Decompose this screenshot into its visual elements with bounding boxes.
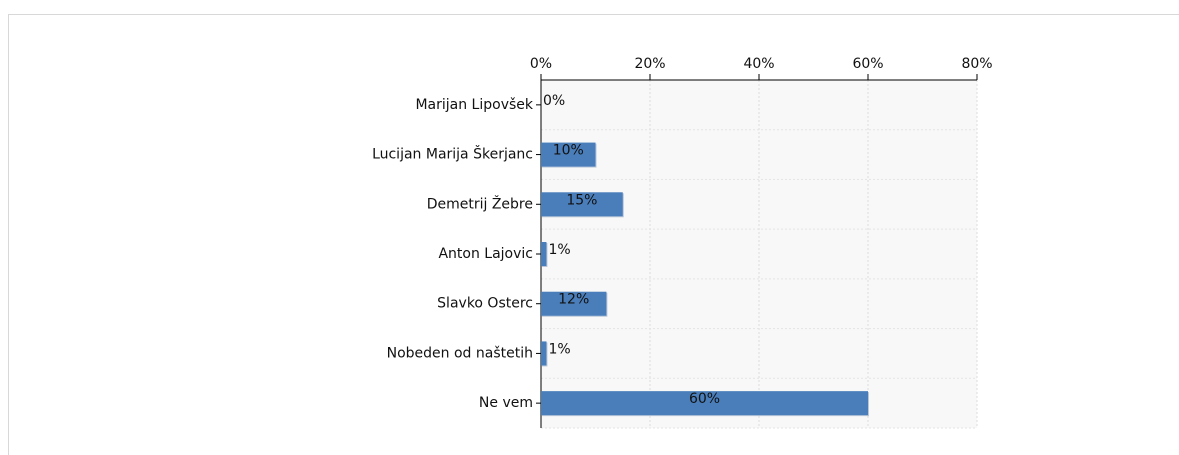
x-tick-label: 20%	[634, 56, 665, 72]
bar	[541, 242, 547, 266]
y-tick-label: Nobeden od naštetih	[387, 345, 533, 361]
value-label: 60%	[689, 391, 720, 407]
x-tick-label: 40%	[743, 56, 774, 72]
y-tick-label: Demetrij Žebre	[427, 194, 533, 212]
bar	[541, 291, 607, 316]
x-tick-label: 60%	[852, 56, 883, 72]
value-label: 12%	[558, 292, 589, 308]
value-label: 0%	[543, 93, 565, 109]
value-label: 10%	[553, 143, 584, 159]
bar	[541, 341, 547, 366]
y-tick-label: Anton Lajovic	[438, 246, 533, 262]
y-tick-label: Slavko Osterc	[437, 296, 533, 312]
bar	[541, 142, 596, 167]
bar	[541, 391, 868, 416]
x-tick-label: 0%	[530, 56, 552, 72]
value-label: 1%	[548, 242, 570, 258]
value-label: 15%	[566, 192, 597, 208]
bar	[541, 192, 623, 217]
y-tick-label: Ne vem	[479, 395, 533, 411]
x-tick-label: 80%	[961, 56, 992, 72]
y-tick-label: Marijan Lipovšek	[415, 97, 533, 113]
value-label: 1%	[548, 341, 570, 357]
y-tick-label: Lucijan Marija Škerjanc	[372, 145, 533, 163]
